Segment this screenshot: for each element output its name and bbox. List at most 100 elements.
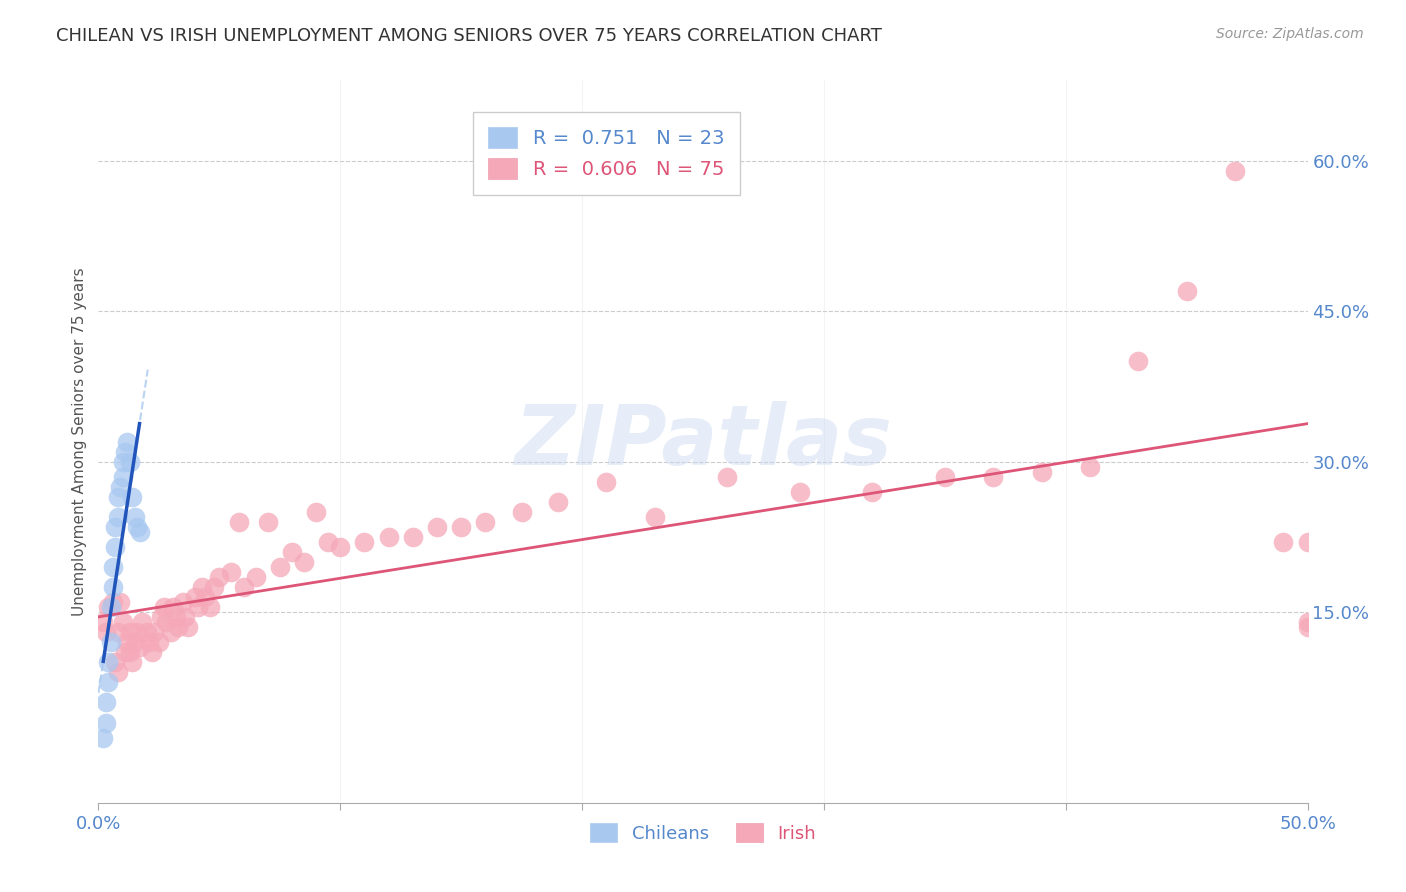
Point bbox=[228, 515, 250, 529]
Point bbox=[94, 715, 117, 730]
Point bbox=[155, 615, 177, 630]
Point bbox=[377, 530, 399, 544]
Point bbox=[595, 475, 617, 489]
Point bbox=[353, 535, 375, 549]
Point bbox=[402, 530, 425, 544]
Point bbox=[91, 731, 114, 745]
Point bbox=[232, 580, 254, 594]
Point bbox=[1296, 620, 1319, 634]
Point bbox=[108, 480, 131, 494]
Point bbox=[107, 625, 129, 640]
Point bbox=[329, 540, 352, 554]
Point bbox=[1128, 354, 1150, 368]
Point bbox=[165, 610, 187, 624]
Point bbox=[1223, 163, 1246, 178]
Point bbox=[117, 434, 139, 449]
Point bbox=[221, 565, 243, 579]
Point bbox=[104, 520, 127, 534]
Point bbox=[162, 600, 184, 615]
Point bbox=[256, 515, 278, 529]
Point bbox=[128, 640, 150, 655]
Point bbox=[111, 469, 134, 483]
Point bbox=[108, 595, 131, 609]
Point bbox=[1296, 535, 1319, 549]
Point bbox=[204, 580, 226, 594]
Point bbox=[114, 645, 136, 659]
Point bbox=[184, 590, 207, 604]
Point bbox=[187, 600, 209, 615]
Point bbox=[245, 570, 267, 584]
Point bbox=[191, 580, 214, 594]
Point bbox=[91, 615, 114, 630]
Point bbox=[118, 625, 141, 640]
Point bbox=[1296, 615, 1319, 630]
Point bbox=[1175, 284, 1198, 298]
Point bbox=[138, 635, 160, 649]
Point bbox=[450, 520, 472, 534]
Point bbox=[860, 484, 883, 499]
Point bbox=[104, 655, 127, 669]
Point bbox=[100, 635, 122, 649]
Point bbox=[198, 600, 221, 615]
Point bbox=[152, 600, 174, 615]
Point bbox=[128, 524, 150, 539]
Point bbox=[789, 484, 811, 499]
Point bbox=[426, 520, 449, 534]
Point bbox=[124, 635, 146, 649]
Point bbox=[269, 560, 291, 574]
Point bbox=[131, 615, 153, 630]
Point bbox=[111, 615, 134, 630]
Text: ZIPatlas: ZIPatlas bbox=[515, 401, 891, 482]
Point bbox=[316, 535, 339, 549]
Point bbox=[167, 620, 190, 634]
Point bbox=[177, 620, 200, 634]
Point bbox=[981, 469, 1004, 483]
Point bbox=[127, 625, 149, 640]
Point bbox=[107, 490, 129, 504]
Point bbox=[121, 655, 143, 669]
Point bbox=[111, 455, 134, 469]
Point bbox=[114, 444, 136, 458]
Point bbox=[97, 600, 120, 615]
Point bbox=[208, 570, 231, 584]
Point bbox=[101, 560, 124, 574]
Point bbox=[100, 600, 122, 615]
Point bbox=[934, 469, 956, 483]
Point bbox=[474, 515, 496, 529]
Point bbox=[160, 625, 183, 640]
Point bbox=[124, 509, 146, 524]
Point bbox=[117, 635, 139, 649]
Legend: Chileans, Irish: Chileans, Irish bbox=[581, 814, 825, 852]
Point bbox=[172, 595, 194, 609]
Point bbox=[107, 509, 129, 524]
Point bbox=[97, 655, 120, 669]
Text: Source: ZipAtlas.com: Source: ZipAtlas.com bbox=[1216, 27, 1364, 41]
Point bbox=[1078, 459, 1101, 474]
Point bbox=[118, 455, 141, 469]
Point bbox=[101, 580, 124, 594]
Point bbox=[305, 505, 328, 519]
Point bbox=[292, 555, 315, 569]
Point bbox=[194, 590, 217, 604]
Point bbox=[97, 675, 120, 690]
Point bbox=[1272, 535, 1295, 549]
Point bbox=[107, 665, 129, 680]
Point bbox=[281, 545, 304, 559]
Point bbox=[716, 469, 738, 483]
Point bbox=[150, 610, 173, 624]
Point bbox=[141, 645, 163, 659]
Point bbox=[101, 595, 124, 609]
Point bbox=[1031, 465, 1053, 479]
Y-axis label: Unemployment Among Seniors over 75 years: Unemployment Among Seniors over 75 years bbox=[72, 268, 87, 615]
Point bbox=[547, 494, 569, 508]
Point bbox=[127, 520, 149, 534]
Point bbox=[94, 625, 117, 640]
Point bbox=[510, 505, 533, 519]
Point bbox=[94, 696, 117, 710]
Text: CHILEAN VS IRISH UNEMPLOYMENT AMONG SENIORS OVER 75 YEARS CORRELATION CHART: CHILEAN VS IRISH UNEMPLOYMENT AMONG SENI… bbox=[56, 27, 882, 45]
Point bbox=[148, 635, 170, 649]
Point bbox=[121, 490, 143, 504]
Point bbox=[104, 540, 127, 554]
Point bbox=[644, 509, 666, 524]
Point bbox=[143, 625, 166, 640]
